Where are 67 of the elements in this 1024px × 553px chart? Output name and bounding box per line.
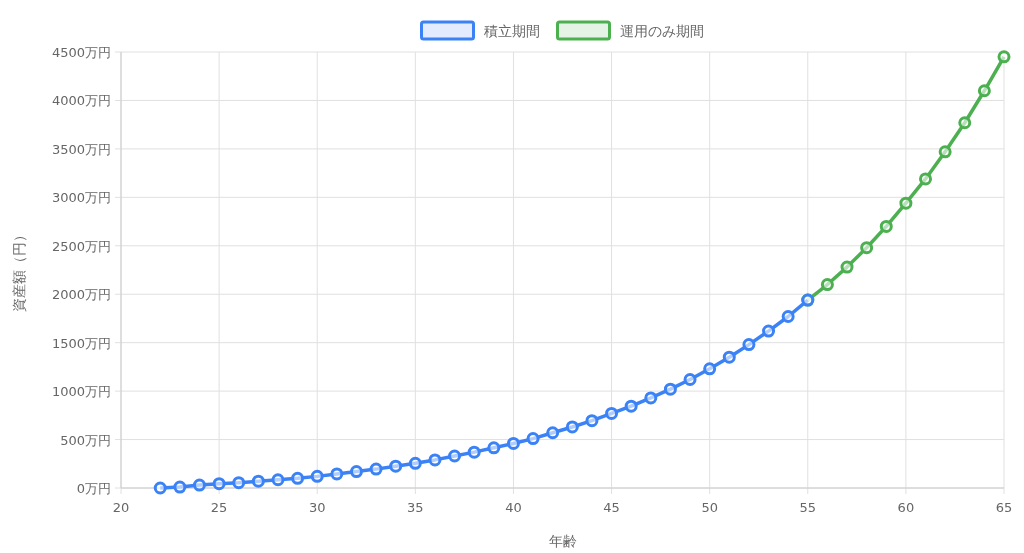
point — [251, 474, 265, 488]
y-tick-label: 2000万円 — [51, 287, 111, 303]
x-axis-title: 年齢 — [548, 533, 577, 549]
y-tick-label: 1500万円 — [51, 335, 111, 351]
point — [173, 480, 187, 494]
x-tick-label: 55 — [799, 500, 817, 515]
y-tick-label: 3000万円 — [51, 190, 111, 206]
point — [938, 145, 952, 159]
x-tick-label: 20 — [112, 500, 130, 515]
point — [349, 465, 363, 479]
x-tick-label: 65 — [995, 500, 1013, 515]
x-tick-label: 45 — [603, 500, 620, 515]
point — [546, 426, 560, 440]
point — [781, 310, 795, 324]
point — [565, 420, 579, 434]
point — [310, 469, 324, 483]
point — [977, 84, 991, 98]
point — [526, 432, 540, 446]
x-tick-label: 50 — [701, 500, 718, 515]
y-tick-label: 500万円 — [60, 432, 111, 448]
point — [742, 338, 756, 352]
point — [663, 382, 677, 396]
point — [369, 462, 383, 476]
point — [820, 278, 834, 292]
point — [389, 459, 403, 473]
point — [192, 478, 206, 492]
point — [291, 471, 305, 485]
point — [958, 116, 972, 130]
point — [840, 260, 854, 274]
point — [879, 219, 893, 233]
y-tick-label: 4000万円 — [51, 93, 111, 109]
point — [330, 467, 344, 481]
point — [997, 50, 1011, 64]
y-tick-label: 1000万円 — [51, 384, 111, 400]
point — [271, 473, 285, 487]
point — [467, 445, 481, 459]
x-tick-label: 60 — [897, 500, 915, 515]
point — [899, 196, 913, 210]
x-tick-label: 35 — [407, 500, 424, 515]
x-tick-label: 25 — [210, 500, 228, 515]
y-tick-label: 3500万円 — [51, 141, 111, 157]
point — [408, 456, 422, 470]
point — [232, 476, 246, 490]
point — [624, 399, 638, 413]
y-axis-title: 資産額（円） — [11, 228, 27, 312]
point — [762, 324, 776, 338]
point — [860, 241, 874, 255]
x-tick-label: 40 — [505, 500, 522, 515]
point — [683, 372, 697, 386]
legend-label: 運用のみ期間 — [619, 23, 704, 39]
legend-label: 積立期間 — [483, 23, 540, 39]
point — [919, 172, 933, 186]
point — [644, 391, 658, 405]
y-tick-label: 2500万円 — [51, 238, 111, 254]
point — [585, 414, 599, 428]
point — [703, 362, 717, 376]
point — [605, 406, 619, 420]
y-tick-label: 0万円 — [76, 481, 111, 496]
point — [722, 350, 736, 364]
point — [212, 477, 226, 491]
point — [448, 449, 462, 463]
point — [428, 453, 442, 467]
y-tick-label: 4500万円 — [51, 45, 111, 60]
point — [506, 436, 520, 450]
x-tick-label: 30 — [308, 500, 326, 515]
point — [487, 441, 501, 455]
point — [153, 481, 167, 495]
